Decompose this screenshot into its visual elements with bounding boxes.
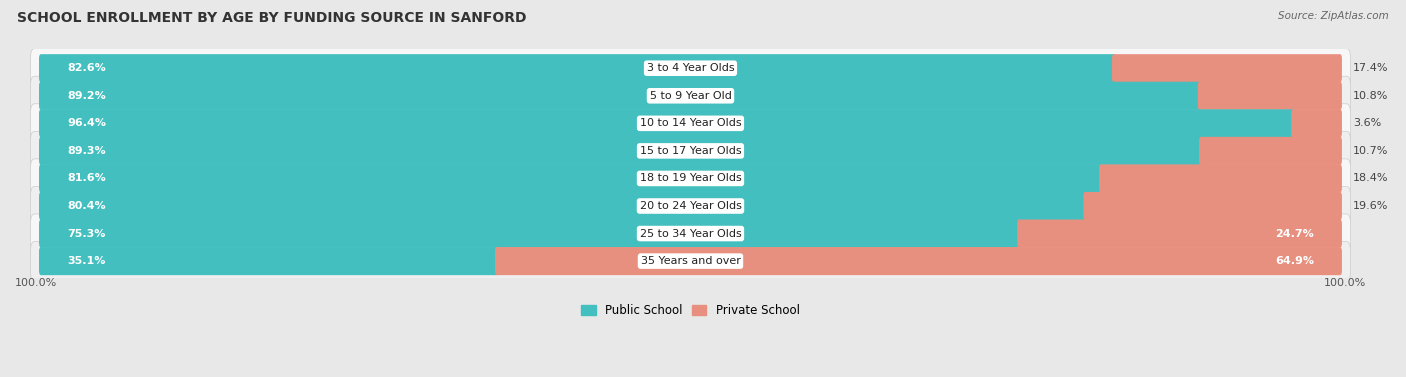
- FancyBboxPatch shape: [39, 54, 1341, 82]
- Text: 35 Years and over: 35 Years and over: [641, 256, 741, 266]
- Text: Source: ZipAtlas.com: Source: ZipAtlas.com: [1278, 11, 1389, 21]
- FancyBboxPatch shape: [39, 82, 1202, 110]
- Text: 18 to 19 Year Olds: 18 to 19 Year Olds: [640, 173, 741, 184]
- FancyBboxPatch shape: [39, 247, 499, 275]
- FancyBboxPatch shape: [1084, 192, 1341, 220]
- Text: 15 to 17 Year Olds: 15 to 17 Year Olds: [640, 146, 741, 156]
- Text: 100.0%: 100.0%: [15, 277, 58, 288]
- Text: 35.1%: 35.1%: [67, 256, 105, 266]
- FancyBboxPatch shape: [39, 82, 1341, 110]
- FancyBboxPatch shape: [39, 219, 1021, 248]
- FancyBboxPatch shape: [39, 164, 1341, 193]
- Text: 80.4%: 80.4%: [67, 201, 105, 211]
- Text: 100.0%: 100.0%: [1323, 277, 1367, 288]
- Text: 10.8%: 10.8%: [1353, 91, 1388, 101]
- FancyBboxPatch shape: [31, 214, 1350, 253]
- Text: 19.6%: 19.6%: [1353, 201, 1388, 211]
- FancyBboxPatch shape: [39, 54, 1116, 82]
- FancyBboxPatch shape: [1017, 219, 1341, 248]
- FancyBboxPatch shape: [39, 192, 1087, 220]
- FancyBboxPatch shape: [1112, 54, 1341, 82]
- FancyBboxPatch shape: [1198, 82, 1341, 110]
- Text: 3 to 4 Year Olds: 3 to 4 Year Olds: [647, 63, 734, 73]
- Text: 10 to 14 Year Olds: 10 to 14 Year Olds: [640, 118, 741, 128]
- Text: 64.9%: 64.9%: [1275, 256, 1315, 266]
- FancyBboxPatch shape: [31, 49, 1350, 88]
- Text: 24.7%: 24.7%: [1275, 228, 1315, 239]
- Text: 17.4%: 17.4%: [1353, 63, 1389, 73]
- Text: 89.2%: 89.2%: [67, 91, 105, 101]
- Text: SCHOOL ENROLLMENT BY AGE BY FUNDING SOURCE IN SANFORD: SCHOOL ENROLLMENT BY AGE BY FUNDING SOUR…: [17, 11, 526, 25]
- FancyBboxPatch shape: [39, 219, 1341, 248]
- Text: 5 to 9 Year Old: 5 to 9 Year Old: [650, 91, 731, 101]
- FancyBboxPatch shape: [31, 159, 1350, 198]
- FancyBboxPatch shape: [31, 76, 1350, 115]
- FancyBboxPatch shape: [39, 164, 1102, 193]
- Text: 75.3%: 75.3%: [67, 228, 105, 239]
- Text: 20 to 24 Year Olds: 20 to 24 Year Olds: [640, 201, 741, 211]
- FancyBboxPatch shape: [495, 247, 1341, 275]
- Text: 82.6%: 82.6%: [67, 63, 105, 73]
- Text: 18.4%: 18.4%: [1353, 173, 1389, 184]
- FancyBboxPatch shape: [1099, 164, 1341, 193]
- FancyBboxPatch shape: [31, 187, 1350, 225]
- Text: 96.4%: 96.4%: [67, 118, 105, 128]
- FancyBboxPatch shape: [39, 137, 1204, 165]
- Text: 3.6%: 3.6%: [1353, 118, 1381, 128]
- FancyBboxPatch shape: [1291, 109, 1341, 137]
- FancyBboxPatch shape: [39, 109, 1341, 137]
- FancyBboxPatch shape: [1199, 137, 1341, 165]
- Text: 89.3%: 89.3%: [67, 146, 105, 156]
- FancyBboxPatch shape: [39, 137, 1341, 165]
- FancyBboxPatch shape: [31, 131, 1350, 170]
- FancyBboxPatch shape: [31, 242, 1350, 281]
- Text: 25 to 34 Year Olds: 25 to 34 Year Olds: [640, 228, 741, 239]
- FancyBboxPatch shape: [39, 247, 1341, 275]
- FancyBboxPatch shape: [31, 104, 1350, 143]
- Text: 10.7%: 10.7%: [1353, 146, 1388, 156]
- Text: 81.6%: 81.6%: [67, 173, 105, 184]
- FancyBboxPatch shape: [39, 109, 1295, 137]
- Legend: Public School, Private School: Public School, Private School: [576, 300, 804, 322]
- FancyBboxPatch shape: [39, 192, 1341, 220]
